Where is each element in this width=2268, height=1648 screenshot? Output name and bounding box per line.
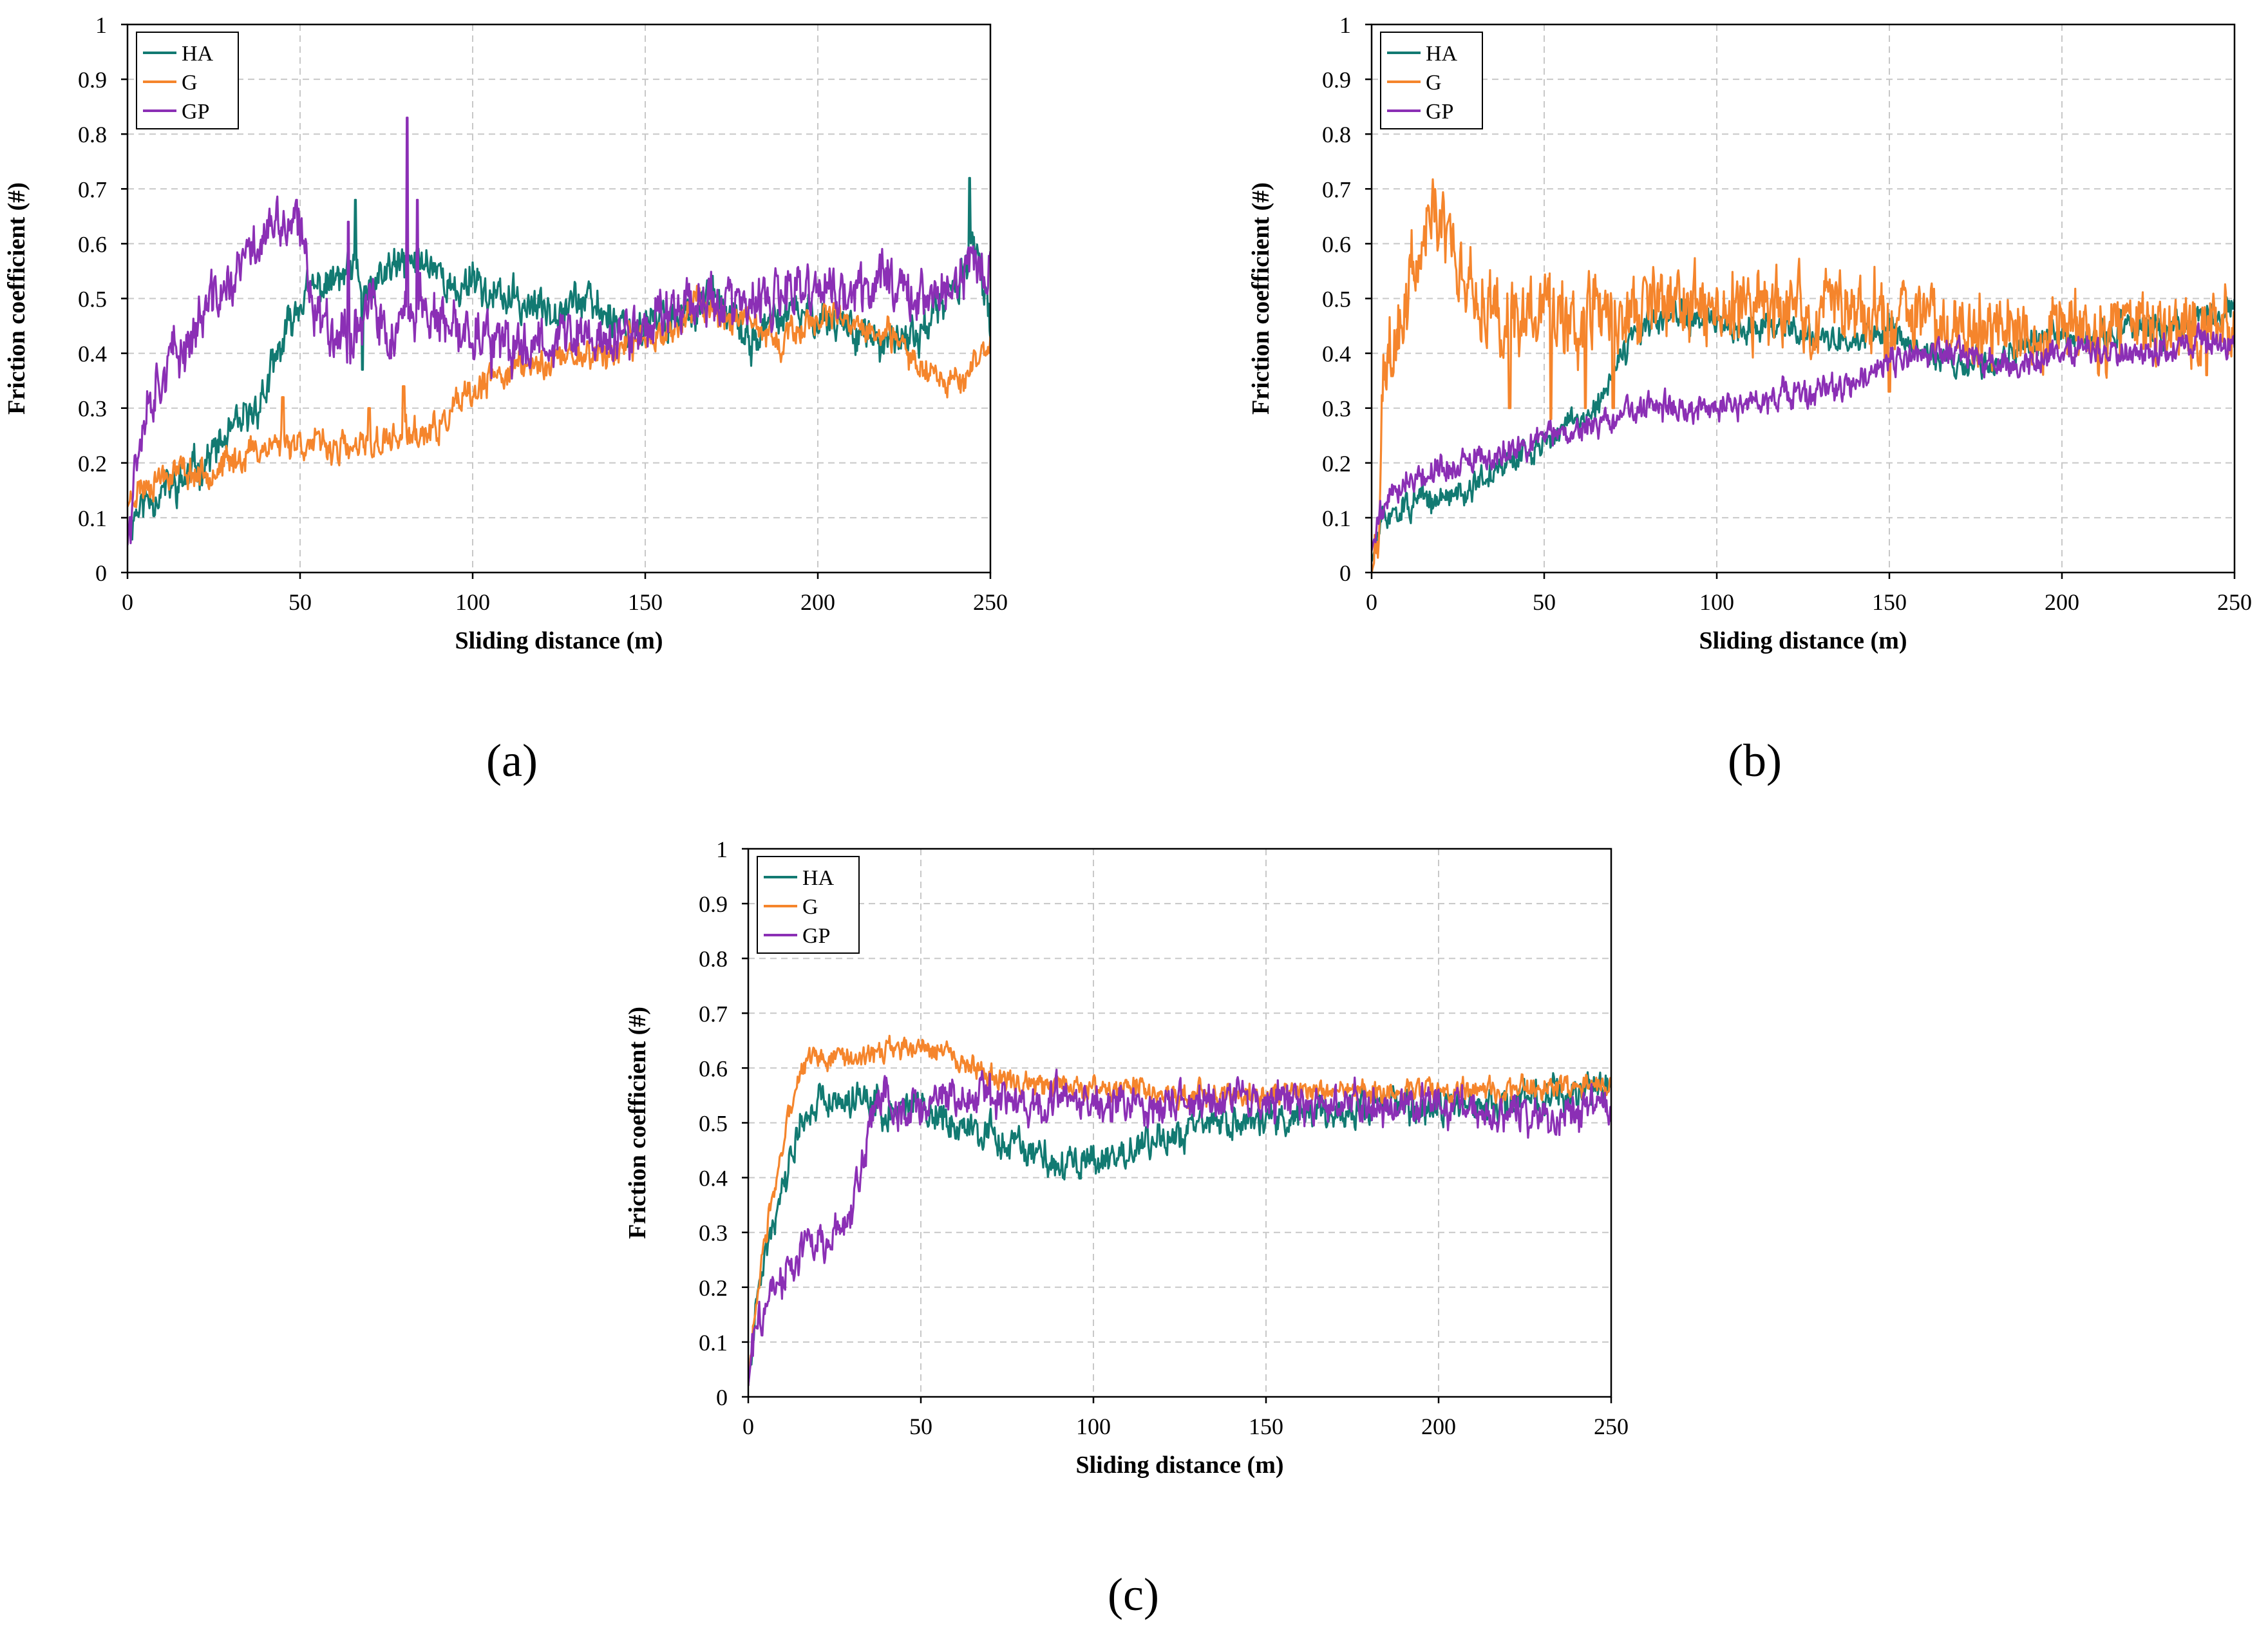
series-line-gp (748, 1068, 1611, 1387)
x-tick-label: 250 (2217, 589, 2252, 615)
y-tick-label: 0.9 (1322, 67, 1351, 93)
y-tick-label: 0.9 (699, 891, 728, 917)
y-axis-title: Friction coefficient (#) (3, 182, 30, 415)
x-axis-title: Sliding distance (m) (1699, 627, 1907, 654)
y-tick-label: 0.7 (78, 176, 107, 202)
x-tick-label: 200 (1421, 1414, 1456, 1439)
x-tick-label: 250 (1594, 1414, 1629, 1439)
series-line-ha (128, 176, 990, 541)
y-tick-label: 0.2 (78, 451, 107, 477)
y-tick-label: 0.1 (78, 506, 107, 531)
x-tick-label: 150 (1872, 589, 1907, 615)
legend-label-g: G (1426, 71, 1442, 95)
y-tick-label: 0.3 (1322, 396, 1351, 422)
series-line-g (748, 1034, 1611, 1387)
y-tick-label: 1 (1339, 12, 1351, 38)
x-tick-label: 250 (973, 589, 1008, 615)
chart-c: 0 50 100 150 200 250 0 0.1 0.2 0.3 0.4 0.5 0.6 0.7 0.8… (624, 837, 1629, 1620)
x-tick-label: 150 (628, 589, 663, 615)
x-tick-label: 200 (800, 589, 835, 615)
y-tick-label: 0.6 (699, 1056, 728, 1081)
y-tick-label: 0.6 (1322, 231, 1351, 257)
y-tick-label: 0.8 (699, 946, 728, 972)
caption-b: (b) (1728, 735, 1782, 786)
caption-a: (a) (486, 735, 538, 786)
y-tick-label: 0.1 (699, 1330, 728, 1356)
y-tick-label: 1 (95, 12, 107, 38)
legend-label-ha: HA (1426, 42, 1458, 66)
x-axis-title: Sliding distance (m) (1075, 1452, 1283, 1479)
y-tick-label: 0.3 (78, 396, 107, 422)
series-line-gp (1372, 322, 2235, 551)
y-tick-label: 0.4 (78, 341, 107, 367)
y-tick-label: 0.5 (1322, 287, 1351, 312)
legend-label-gp: GP (1426, 100, 1453, 124)
x-tick-label: 50 (288, 589, 312, 615)
y-tick-label: 0.5 (78, 287, 107, 312)
legend: HA G GP (136, 32, 239, 129)
legend-label-g: G (182, 71, 198, 95)
y-tick-label: 0.6 (78, 231, 107, 257)
x-tick-label: 100 (1699, 589, 1734, 615)
y-tick-label: 0 (1339, 560, 1351, 586)
x-tick-label: 0 (1366, 589, 1377, 615)
chart-b: 0 50 100 150 200 250 0 0.1 0.2 0.3 0.4 0.5 0.6 0.7 0.8… (1247, 12, 2252, 786)
x-tick-label: 100 (455, 589, 490, 615)
legend-label-gp: GP (182, 100, 209, 124)
x-tick-label: 50 (1533, 589, 1556, 615)
y-tick-label: 0.4 (699, 1166, 728, 1191)
y-tick-label: 0.5 (699, 1111, 728, 1137)
x-axis-title: Sliding distance (m) (455, 627, 663, 654)
y-tick-label: 0.8 (1322, 122, 1351, 147)
y-tick-label: 1 (716, 837, 728, 862)
legend-label-gp: GP (802, 924, 830, 948)
legend-label-g: G (802, 895, 818, 919)
y-axis-title: Friction coefficient (#) (1247, 182, 1274, 415)
series-line-g (128, 285, 990, 509)
x-tick-label: 50 (909, 1414, 932, 1439)
y-tick-label: 0.9 (78, 67, 107, 93)
x-tick-label: 0 (742, 1414, 754, 1439)
y-tick-label: 0.2 (699, 1275, 728, 1301)
legend: HA G GP (1380, 32, 1483, 129)
x-tick-label: 150 (1249, 1414, 1283, 1439)
legend: HA G GP (757, 856, 860, 954)
y-tick-label: 0.7 (1322, 176, 1351, 202)
legend-label-ha: HA (802, 866, 835, 890)
y-tick-label: 0 (95, 560, 107, 586)
chart-a: 0 50 100 150 200 250 0 0.1 0.2 0.3 0.4 0.5 0.6 0.7 0.8… (3, 12, 1008, 786)
y-tick-label: 0.8 (78, 122, 107, 147)
y-tick-label: 0.7 (699, 1001, 728, 1027)
x-tick-label: 200 (2045, 589, 2079, 615)
y-tick-label: 0.1 (1322, 506, 1351, 531)
x-tick-label: 0 (122, 589, 133, 615)
y-tick-label: 0.2 (1322, 451, 1351, 477)
y-tick-label: 0.4 (1322, 341, 1351, 367)
legend-label-ha: HA (182, 42, 214, 66)
caption-c: (c) (1108, 1569, 1159, 1620)
series-line-gp (128, 117, 990, 545)
y-tick-label: 0.3 (699, 1220, 728, 1246)
series-line-g (1372, 178, 2235, 573)
y-tick-label: 0 (716, 1385, 728, 1410)
y-axis-title: Friction coefficient (#) (624, 1007, 651, 1239)
x-tick-label: 100 (1076, 1414, 1111, 1439)
